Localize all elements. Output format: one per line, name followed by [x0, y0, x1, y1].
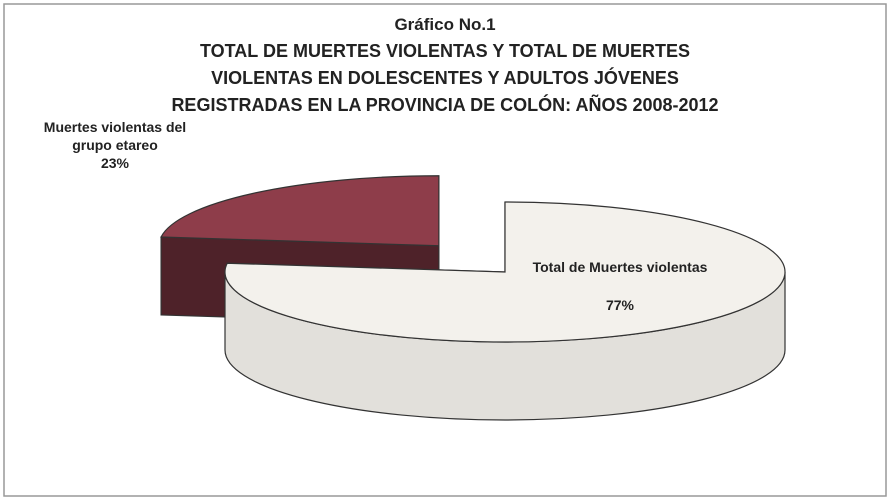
- pie-slice: [160, 175, 440, 247]
- slice-value-label: 77%: [605, 297, 635, 313]
- chart-title: Gráfico No.1: [394, 15, 495, 34]
- slice-label: Total de Muertes violentas: [532, 259, 708, 275]
- chart-title: VIOLENTAS EN DOLESCENTES Y ADULTOS JÓVEN…: [211, 67, 679, 88]
- chart-title: TOTAL DE MUERTES VIOLENTAS Y TOTAL DE MU…: [200, 41, 690, 61]
- chart-title: REGISTRADAS EN LA PROVINCIA DE COLÓN: AÑ…: [171, 94, 718, 115]
- slice-value-label: 23%: [100, 155, 130, 171]
- pie-slice: [224, 201, 786, 343]
- slice-label: Muertes violentas del grupo etareo: [43, 119, 187, 153]
